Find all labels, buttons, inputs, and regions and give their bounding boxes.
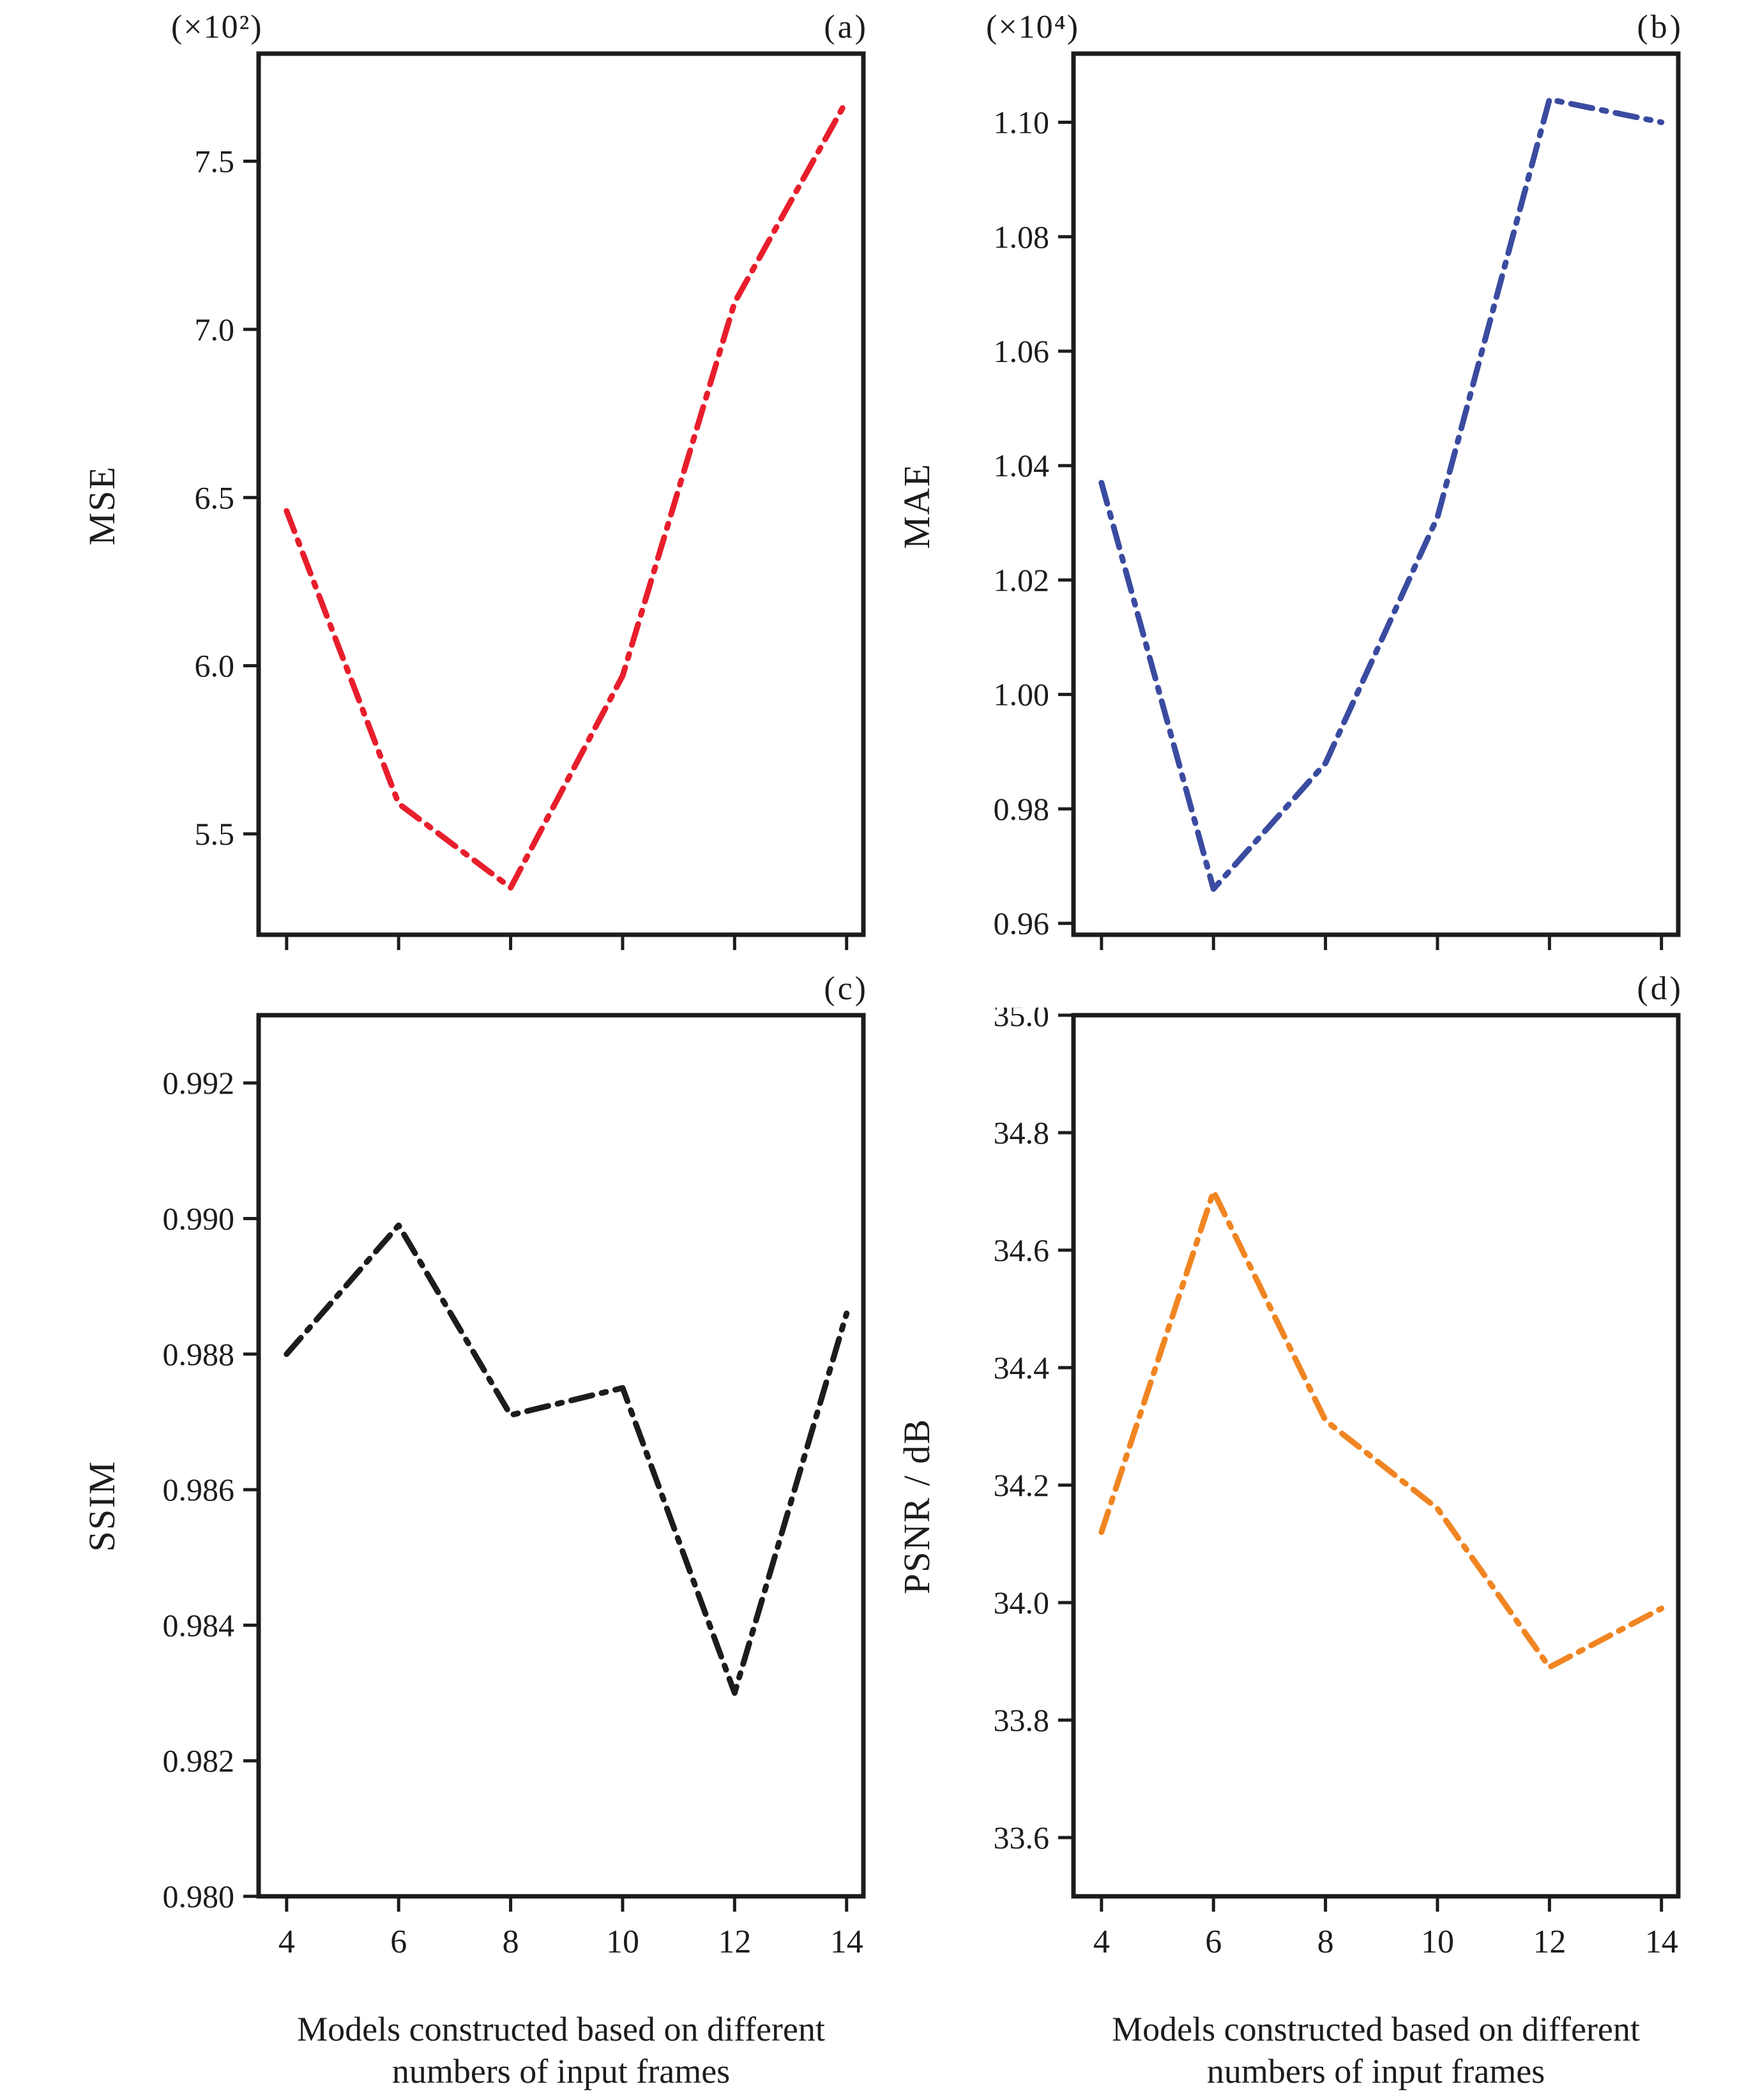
panel-b-body: MAE 0.96 0.98 1.00 1.02 1.04 1.06 1.08 1.10 <box>890 46 1760 965</box>
panel-d-y-axis-label: PSNR / dB <box>895 1418 937 1594</box>
panel-a: (×10²) (a) MSE 5.5 6.0 6.5 7.0 7.5 <box>0 4 880 965</box>
series-line <box>284 98 850 891</box>
panel-c-letter: (c) <box>824 971 869 1007</box>
panel-a-body: MSE 5.5 6.0 6.5 7.0 7.5 <box>75 46 880 965</box>
panel-d-x-axis-label: Models constructed based on different nu… <box>1073 2009 1678 2093</box>
y-tick-label: 0.986 <box>163 1472 235 1507</box>
panel-c-header: (c) <box>75 965 874 1008</box>
y-tick-label: 35.0 <box>994 1008 1050 1033</box>
panel-c: (c) SSIM 0.980 0.982 0.984 0.986 0.988 0.990 0… <box>0 965 880 2093</box>
panel-d-x-axis-label-line1: Models constructed based on different <box>1112 2010 1640 2048</box>
x-tick-label: 10 <box>1421 1924 1454 1960</box>
chart-b-plot: 0.96 0.98 1.00 1.02 1.04 1.06 1.08 1.10 <box>994 51 1681 950</box>
panel-a-header: (×10²) (a) <box>75 4 874 46</box>
panel-d-letter: (d) <box>1637 971 1683 1007</box>
y-tick-label: 0.990 <box>163 1200 235 1236</box>
y-tick-label: 0.982 <box>163 1743 235 1779</box>
y-tick-label: 0.992 <box>163 1065 235 1101</box>
panel-d-header: (d) <box>890 965 1688 1008</box>
panel-b-scale-label: (×10⁴) <box>986 9 1080 45</box>
panel-a-y-axis-label: MSE <box>80 465 123 546</box>
x-tick-label: 14 <box>1645 1924 1678 1960</box>
panel-c-body: SSIM 0.980 0.982 0.984 0.986 0.988 0.990 0.992… <box>75 1008 880 2005</box>
panel-a-scale-label: (×10²) <box>171 9 263 45</box>
y-tick-label: 7.0 <box>195 312 235 347</box>
chart-d-plot: 33.6 33.8 34.0 34.2 34.4 34.6 34.8 35.0 4 6 8 10 12 1… <box>994 1008 1681 1960</box>
panel-b-y-axis-label: MAE <box>895 462 937 549</box>
panel-b-letter: (b) <box>1637 9 1683 45</box>
y-tick-label: 34.8 <box>994 1115 1050 1151</box>
y-tick-label: 34.6 <box>994 1232 1050 1268</box>
y-tick-label: 1.10 <box>994 105 1050 140</box>
panel-a-letter: (a) <box>824 9 869 45</box>
panel-d-body: PSNR / dB 33.6 33.8 34.0 34.2 34.4 34.6 34.8 35… <box>890 1008 1760 2005</box>
panel-c-x-axis-label-line1: Models constructed based on different <box>297 2010 825 2048</box>
plot-frame <box>1071 51 1681 937</box>
y-tick-label: 0.980 <box>163 1878 235 1914</box>
series-line <box>284 1222 850 1696</box>
panel-d-ylabel-box: PSNR / dB <box>890 1008 943 2005</box>
x-tick-label: 6 <box>390 1924 407 1960</box>
panel-c-ylabel-box: SSIM <box>75 1008 128 2005</box>
y-tick-label: 0.984 <box>163 1607 235 1643</box>
x-tick-label: 10 <box>606 1924 639 1960</box>
y-tick-label: 1.00 <box>994 677 1050 713</box>
y-tick-label: 33.8 <box>994 1702 1050 1738</box>
x-tick-label: 8 <box>1317 1924 1334 1960</box>
x-tick-label: 6 <box>1205 1924 1222 1960</box>
y-tick-label: 1.06 <box>994 333 1050 369</box>
plot-frame <box>256 1013 866 1899</box>
series-line <box>1098 1188 1665 1670</box>
x-tick-label: 14 <box>830 1924 863 1960</box>
x-tick-label: 4 <box>278 1924 295 1960</box>
y-tick-label: 7.5 <box>195 144 235 179</box>
y-tick-label: 6.5 <box>195 480 235 515</box>
plot-frame <box>256 51 866 937</box>
y-tick-label: 5.5 <box>195 816 235 852</box>
panel-b-ylabel-box: MAE <box>890 46 943 965</box>
chart-a-plot: 5.5 6.0 6.5 7.0 7.5 <box>195 51 866 950</box>
y-tick-label: 0.988 <box>163 1336 235 1372</box>
y-tick-label: 0.98 <box>994 791 1050 827</box>
x-tick-label: 12 <box>1533 1924 1566 1960</box>
panel-c-x-axis-label: Models constructed based on different nu… <box>259 2009 863 2093</box>
chart-c-plot: 0.980 0.982 0.984 0.986 0.988 0.990 0.992 4 6 8 10… <box>163 1013 866 1960</box>
x-tick-label: 4 <box>1093 1924 1110 1960</box>
y-tick-label: 6.0 <box>195 648 235 684</box>
x-tick-label: 8 <box>503 1924 519 1960</box>
plot-frame <box>1071 1013 1681 1899</box>
y-tick-label: 1.02 <box>994 562 1050 598</box>
y-tick-label: 33.6 <box>994 1820 1050 1855</box>
series-line <box>1098 96 1665 892</box>
panel-c-x-axis-label-line2: numbers of input frames <box>391 2051 731 2090</box>
y-tick-label: 1.08 <box>994 219 1050 255</box>
x-tick-label: 12 <box>718 1924 751 1960</box>
y-tick-label: 0.96 <box>994 905 1050 941</box>
panel-d-x-axis-label-line2: numbers of input frames <box>1206 2051 1545 2090</box>
y-tick-label: 34.0 <box>994 1585 1050 1620</box>
panel-b: (×10⁴) (b) MAE 0.96 0.98 1.00 1.02 1.04 1.06 1… <box>880 4 1760 965</box>
panel-c-y-axis-label: SSIM <box>80 1460 123 1552</box>
y-tick-label: 34.4 <box>994 1350 1050 1386</box>
y-tick-label: 1.04 <box>994 448 1050 483</box>
y-tick-label: 34.2 <box>994 1467 1050 1503</box>
panel-d: (d) PSNR / dB 33.6 33.8 34.0 34.2 34.4 34.6 34… <box>880 965 1760 2093</box>
panel-b-header: (×10⁴) (b) <box>890 4 1688 46</box>
panel-a-ylabel-box: MSE <box>75 46 128 965</box>
